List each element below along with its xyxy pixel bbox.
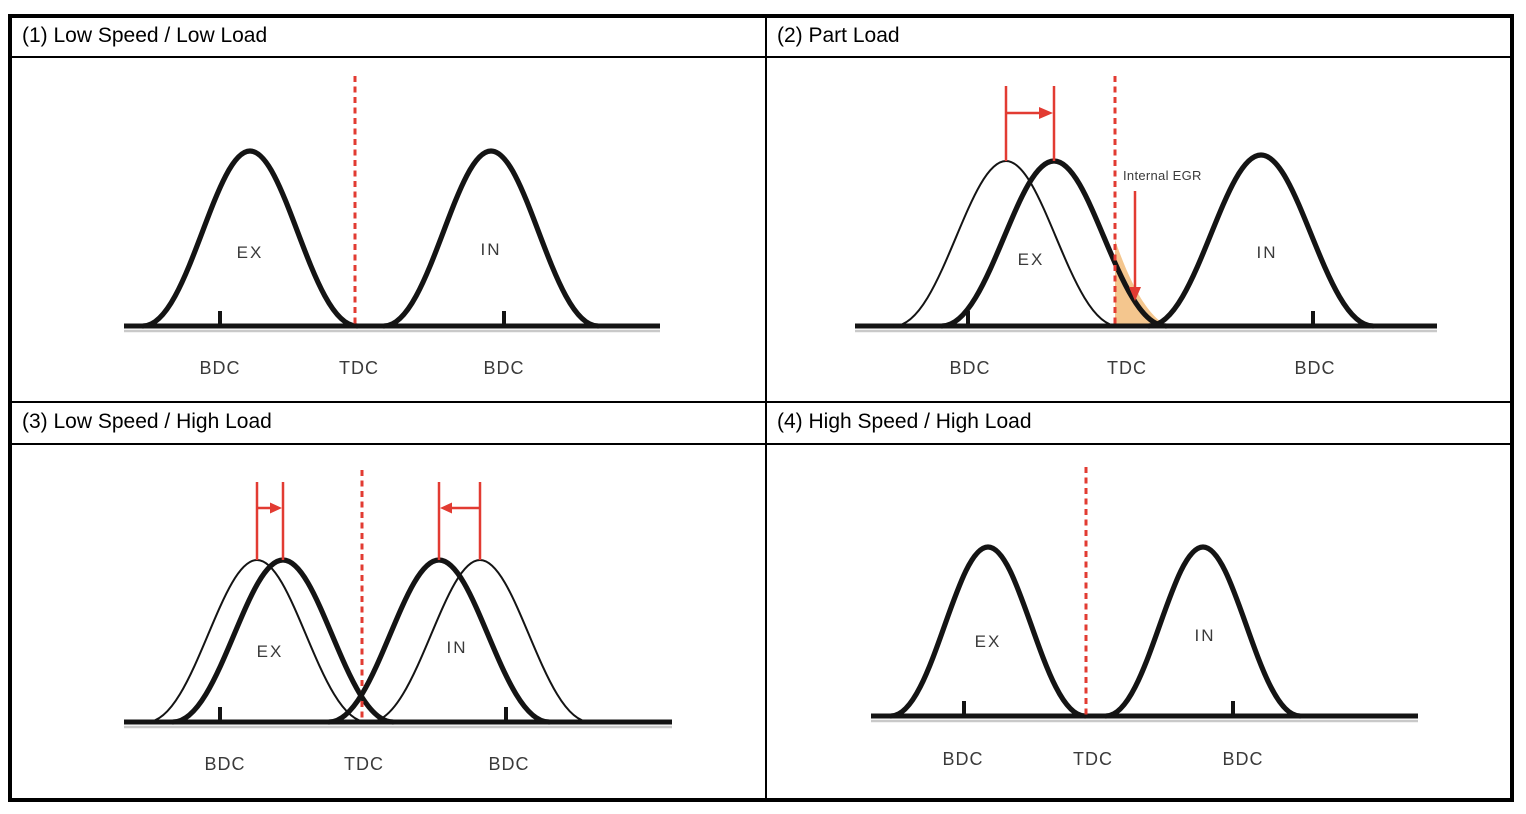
intake-cam-curve — [1146, 152, 1376, 329]
exhaust-cam-curve — [140, 148, 360, 329]
panel-3-title: (3) Low Speed / High Load — [22, 410, 272, 433]
panel-4-title: (4) High Speed / High Load — [777, 410, 1032, 433]
bdc-right-label: BDC — [488, 754, 529, 774]
bdc-right-label: BDC — [1294, 358, 1335, 378]
exhaust-label: EX — [1018, 250, 1045, 269]
egr-arrow-down-icon — [1129, 287, 1141, 301]
low-speed-low-load-diagram: EX IN BDC TDC BDC — [124, 76, 660, 378]
panel-1-diagram: EX IN BDC TDC BDC — [12, 58, 767, 403]
valve-timing-table: (1) Low Speed / Low Load (2) Part Load E… — [8, 14, 1514, 802]
panel-2-title: (2) Part Load — [777, 24, 900, 47]
panel-1-title-bar: (1) Low Speed / Low Load — [12, 18, 767, 58]
panel-2-diagram: Internal EGR EX IN BDC TDC BDC — [767, 58, 1510, 403]
intake-label: IN — [481, 240, 502, 259]
tdc-label: TDC — [1073, 749, 1113, 769]
internal-egr-label: Internal EGR — [1123, 168, 1202, 183]
exhaust-shift-arrow-right-icon — [270, 502, 282, 514]
intake-shift-arrow-left-icon — [440, 502, 452, 514]
panel-3-diagram: EX IN BDC TDC BDC — [12, 445, 767, 798]
panel-4-diagram: EX IN BDC TDC BDC — [767, 445, 1510, 798]
bdc-left-label: BDC — [942, 749, 983, 769]
bdc-left-label: BDC — [949, 358, 990, 378]
bdc-left-label: BDC — [199, 358, 240, 378]
intake-cam-curve-original — [369, 558, 591, 723]
intake-label: IN — [447, 638, 468, 657]
exhaust-label: EX — [257, 642, 284, 661]
intake-cam-curve — [381, 148, 601, 329]
high-speed-high-load-diagram: EX IN BDC TDC BDC — [871, 467, 1418, 769]
exhaust-label: EX — [237, 243, 264, 262]
exhaust-label: EX — [975, 632, 1002, 651]
tdc-label: TDC — [344, 754, 384, 774]
tdc-label: TDC — [339, 358, 379, 378]
intake-label: IN — [1257, 243, 1278, 262]
exhaust-shift-arrow-right-icon — [1039, 107, 1053, 119]
part-load-diagram: Internal EGR EX IN BDC TDC BDC — [855, 76, 1437, 378]
bdc-right-label: BDC — [1222, 749, 1263, 769]
exhaust-cam-curve-original — [893, 159, 1119, 327]
exhaust-cam-curve-retarded — [939, 158, 1169, 329]
intake-label: IN — [1195, 626, 1216, 645]
tdc-label: TDC — [1107, 358, 1147, 378]
bdc-left-label: BDC — [204, 754, 245, 774]
exhaust-cam-curve — [888, 544, 1088, 719]
valve-overlap-region — [1115, 240, 1176, 326]
panel-4-title-bar: (4) High Speed / High Load — [767, 403, 1510, 445]
low-speed-high-load-diagram: EX IN BDC TDC BDC — [124, 470, 672, 774]
intake-cam-curve — [1103, 544, 1303, 719]
panel-3-title-bar: (3) Low Speed / High Load — [12, 403, 767, 445]
panel-1-title: (1) Low Speed / Low Load — [22, 24, 268, 47]
bdc-right-label: BDC — [483, 358, 524, 378]
panel-2-title-bar: (2) Part Load — [767, 18, 1510, 58]
